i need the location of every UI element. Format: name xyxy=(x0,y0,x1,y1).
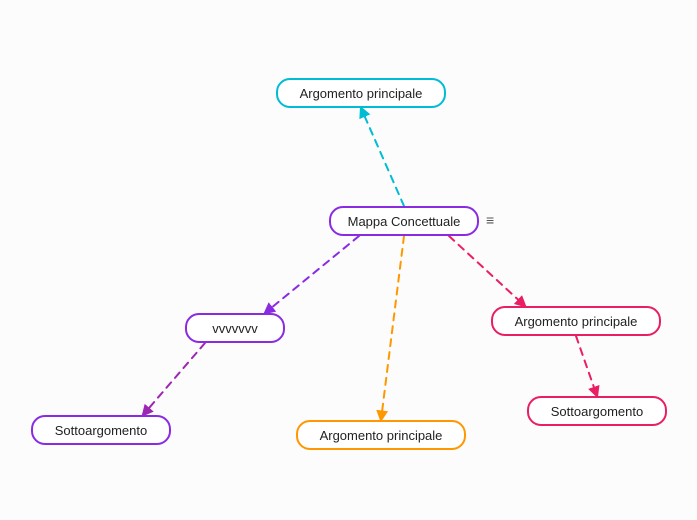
edge xyxy=(576,336,597,396)
node-bottom-label: Argomento principale xyxy=(320,428,443,443)
mindmap-canvas: Mappa Concettuale Argomento principale v… xyxy=(0,0,697,520)
node-rightsub-label: Sottoargomento xyxy=(551,404,644,419)
node-topic-bottom[interactable]: Argomento principale xyxy=(296,420,466,450)
edge xyxy=(361,108,404,206)
node-root[interactable]: Mappa Concettuale xyxy=(329,206,479,236)
node-topic-top[interactable]: Argomento principale xyxy=(276,78,446,108)
node-root-label: Mappa Concettuale xyxy=(348,214,461,229)
node-subtopic-right[interactable]: Sottoargomento xyxy=(527,396,667,426)
node-leftsub-label: Sottoargomento xyxy=(55,423,148,438)
node-topic-right[interactable]: Argomento principale xyxy=(491,306,661,336)
edge xyxy=(381,236,404,420)
edge xyxy=(265,236,359,313)
node-menu-icon[interactable]: ≡ xyxy=(486,213,494,227)
edge xyxy=(449,236,525,306)
node-top-label: Argomento principale xyxy=(300,86,423,101)
node-subtopic-left[interactable]: Sottoargomento xyxy=(31,415,171,445)
node-right-label: Argomento principale xyxy=(515,314,638,329)
node-topic-left[interactable]: vvvvvvv xyxy=(185,313,285,343)
edge xyxy=(143,343,205,415)
menu-glyph: ≡ xyxy=(486,212,494,228)
node-left-label: vvvvvvv xyxy=(212,321,258,336)
